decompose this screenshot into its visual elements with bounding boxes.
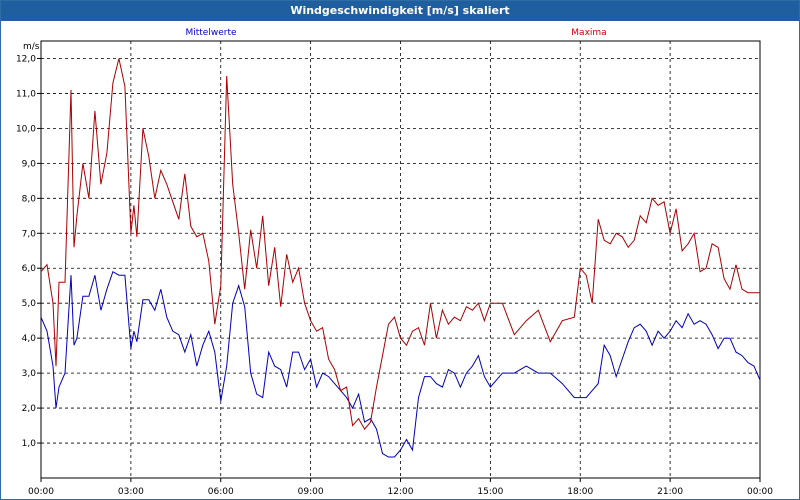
y-tick-label: 4,0 [22, 334, 37, 344]
series-line-mittelwerte [40, 270, 761, 458]
x-tick-time: 00:00 [747, 487, 773, 497]
chart-title: Windgeschwindigkeit [m/s] skaliert [1, 1, 799, 21]
y-tick-label: 11,0 [16, 89, 36, 99]
legend-mittelwerte: Mittelwerte [185, 28, 236, 38]
y-tick-label: 8,0 [22, 194, 37, 204]
x-tick-time: 12:00 [388, 487, 414, 497]
x-tick-time: 21:00 [657, 487, 683, 497]
y-tick-label: 2,0 [22, 404, 37, 414]
y-tick-label: 10,0 [16, 124, 36, 134]
y-tick-label: 9,0 [22, 159, 37, 169]
grid [41, 41, 760, 478]
y-axis-ticks: 1,0 2,0 3,0 4,0 5,0 6,0 7,0 8,0 9,0 10,0 11,0 12,0 [16, 54, 41, 449]
y-tick-label: 1,0 [22, 439, 37, 449]
y-tick-label: 3,0 [22, 369, 37, 379]
wind-speed-chart: 1,02,03,04,05,06,07,08,09,010,011,012,0 … [16, 28, 773, 497]
legend-maxima: Maxima [571, 28, 606, 38]
y-tick-label: 6,0 [22, 264, 37, 274]
x-tick-time: 06:00 [208, 487, 234, 497]
y-tick-label: 7,0 [22, 229, 37, 239]
y-tick-label: 5,0 [22, 299, 37, 309]
series-line-maxima [40, 58, 760, 430]
y-tick-label: 12,0 [16, 54, 36, 64]
y-axis-label: m/s [23, 42, 40, 52]
x-tick-time: 18:00 [567, 487, 593, 497]
series-group [40, 58, 761, 458]
x-tick-time: 15:00 [477, 487, 503, 497]
x-tick-time: 03:00 [118, 487, 144, 497]
x-axis-ticks: 00:0013.02.2603:0013.02.2606:0013.02.260… [28, 478, 773, 497]
x-tick-time: 09:00 [298, 487, 324, 497]
x-tick-time: 00:00 [28, 487, 54, 497]
